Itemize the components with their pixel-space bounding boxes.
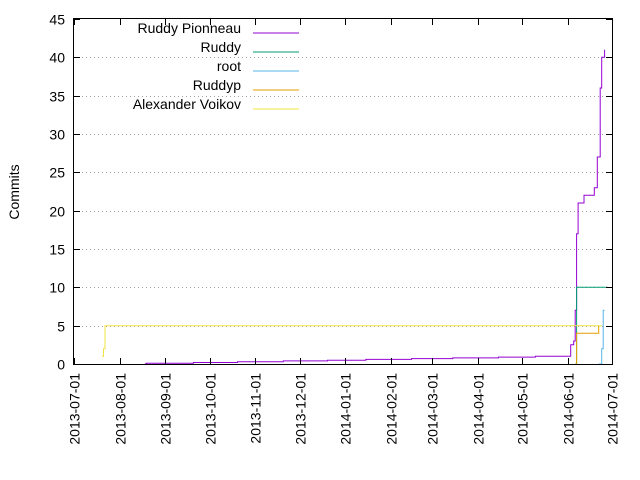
series-line-ruddy-pionneau	[144, 49, 606, 365]
y-tick-label: 15	[49, 242, 65, 258]
plot-border	[73, 18, 613, 365]
x-tick-label: 2013-11-01	[248, 373, 264, 444]
x-tick-label: 2014-02-01	[384, 373, 400, 445]
series-line-alexander-voikov	[102, 325, 602, 357]
x-tick-label: 2014-04-01	[471, 373, 487, 445]
y-tick-label: 40	[49, 50, 65, 66]
legend-label-alexander-voikov: Alexander Voikov	[133, 96, 241, 112]
legend-label-ruddyp: Ruddyp	[193, 77, 241, 93]
x-tick-label: 2014-05-01	[515, 373, 531, 445]
x-tick-label: 2014-01-01	[338, 373, 354, 445]
grid-lines	[74, 57, 612, 327]
y-tick-label: 45	[49, 12, 65, 28]
series-line-ruddyp	[575, 325, 600, 365]
y-tick-label: 0	[57, 357, 65, 373]
legend-label-root: root	[217, 58, 241, 74]
legend: Ruddy Pionneau Ruddy root Ruddyp Alexander V…	[133, 20, 299, 112]
x-tick-label: 2013-09-01	[158, 373, 174, 445]
y-tick-label: 30	[49, 127, 65, 143]
y-tick-label: 35	[49, 89, 65, 105]
x-tick-label: 2014-06-01	[561, 373, 577, 445]
y-tick-label: 5	[57, 319, 65, 335]
x-tick-label: 2013-10-01	[203, 373, 219, 445]
y-tick-label: 20	[49, 204, 65, 220]
y-tick-label: 25	[49, 165, 65, 181]
axes: 0 5 10 15 20 25 30 35 40 45 2013-07-01 2013-08-01 20…	[49, 12, 620, 445]
x-tick-label: 2014-03-01	[425, 373, 441, 445]
x-tick-label: 2013-08-01	[113, 373, 129, 445]
y-tick-label: 10	[49, 280, 65, 296]
x-tick-label: 2013-12-01	[293, 373, 309, 445]
legend-label-ruddy-pionneau: Ruddy Pionneau	[137, 20, 241, 36]
x-tick-label: 2013-07-01	[67, 373, 83, 445]
x-tick-label: 2014-07-01	[605, 373, 621, 445]
y-axis-label: Commits	[6, 164, 22, 219]
series-line-root	[598, 309, 605, 365]
legend-label-ruddy: Ruddy	[201, 39, 241, 55]
